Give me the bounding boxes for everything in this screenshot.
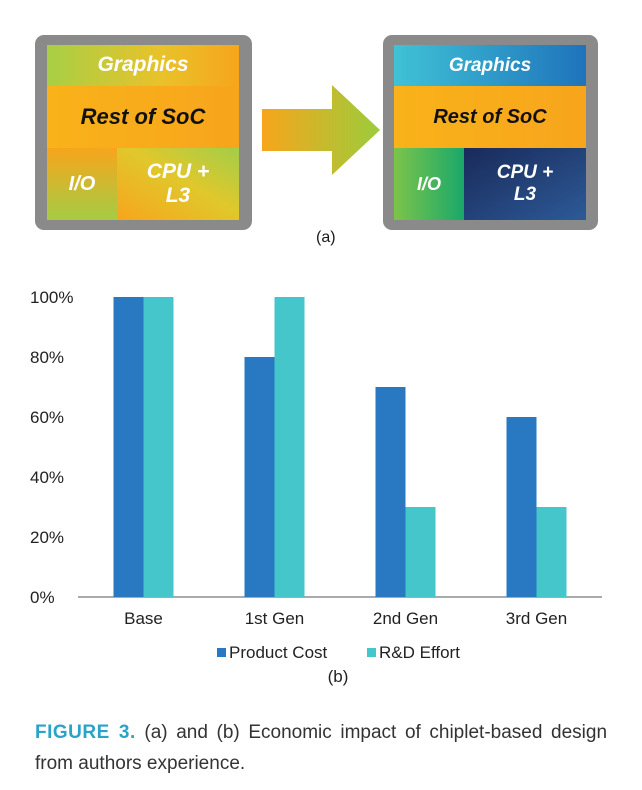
x-tick-label: Base [124, 609, 163, 628]
bar-rd-effort [536, 507, 567, 597]
cpu-label-line1: CPU + [496, 162, 554, 184]
graphics-label-after: Graphics [448, 54, 532, 76]
bar-product-cost [244, 357, 275, 597]
cpu-label-before: CPU + L3 [117, 148, 239, 220]
x-tick-label: 3rd Gen [506, 609, 567, 628]
bar-rd-effort [405, 507, 436, 597]
graphics-block-before [47, 45, 239, 86]
legend-swatch [367, 648, 376, 657]
io-block-after [394, 148, 464, 220]
y-tick-label: 60% [30, 408, 64, 427]
figure-caption: FIGURE 3. (a) and (b) Economic impact of… [35, 717, 607, 779]
rest-block-after [394, 86, 586, 148]
y-tick-label: 80% [30, 348, 64, 367]
cpu-label-line2: L3 [513, 184, 537, 205]
y-tick-label: 20% [30, 528, 64, 547]
rest-label-before: Rest of SoC [80, 104, 206, 130]
figure-number: FIGURE 3. [35, 722, 136, 743]
bar-rd-effort [274, 297, 305, 597]
bar-chart: 0% 20% 40% 60% 80% 100% Base 1st Gen 2nd Gen 3rd … [30, 288, 602, 686]
io-label-before: I/O [68, 172, 96, 195]
bar-product-cost [375, 387, 406, 597]
chart-label: (b) [328, 667, 349, 686]
cpu-block-after [464, 148, 586, 220]
bar-product-cost [113, 297, 144, 597]
chiplet-diagram: Graphics Rest of SoC I/O CPU + L3 Graphi… [0, 0, 642, 260]
legend-label: R&D Effort [379, 643, 460, 662]
legend-swatch [217, 648, 226, 657]
cpu-block-before [117, 148, 239, 220]
legend-label: Product Cost [229, 643, 328, 662]
io-label-after: I/O [416, 173, 441, 194]
bar-product-cost [506, 417, 537, 597]
cpu-label-line2: L3 [165, 184, 191, 207]
y-tick-label: 0% [30, 588, 55, 607]
cpu-label-after: CPU + L3 [464, 148, 586, 220]
bar-rd-effort [143, 297, 174, 597]
x-tick-label: 1st Gen [245, 609, 305, 628]
diagram-gradients [35, 35, 598, 230]
diagram-label: (a) [316, 229, 336, 246]
rest-block-before [47, 86, 239, 148]
x-tick-label: 2nd Gen [373, 609, 438, 628]
cpu-label-line1: CPU + [146, 159, 210, 183]
y-tick-label: 100% [30, 288, 73, 307]
graphics-label-before: Graphics [97, 53, 189, 77]
io-block-before [47, 148, 117, 220]
rest-label-after: Rest of SoC [433, 105, 547, 128]
caption-text: (a) and (b) Economic impact of chiplet-b… [35, 722, 608, 774]
graphics-block-after [394, 45, 586, 86]
arrow-icon [262, 85, 380, 175]
y-tick-label: 40% [30, 468, 64, 487]
